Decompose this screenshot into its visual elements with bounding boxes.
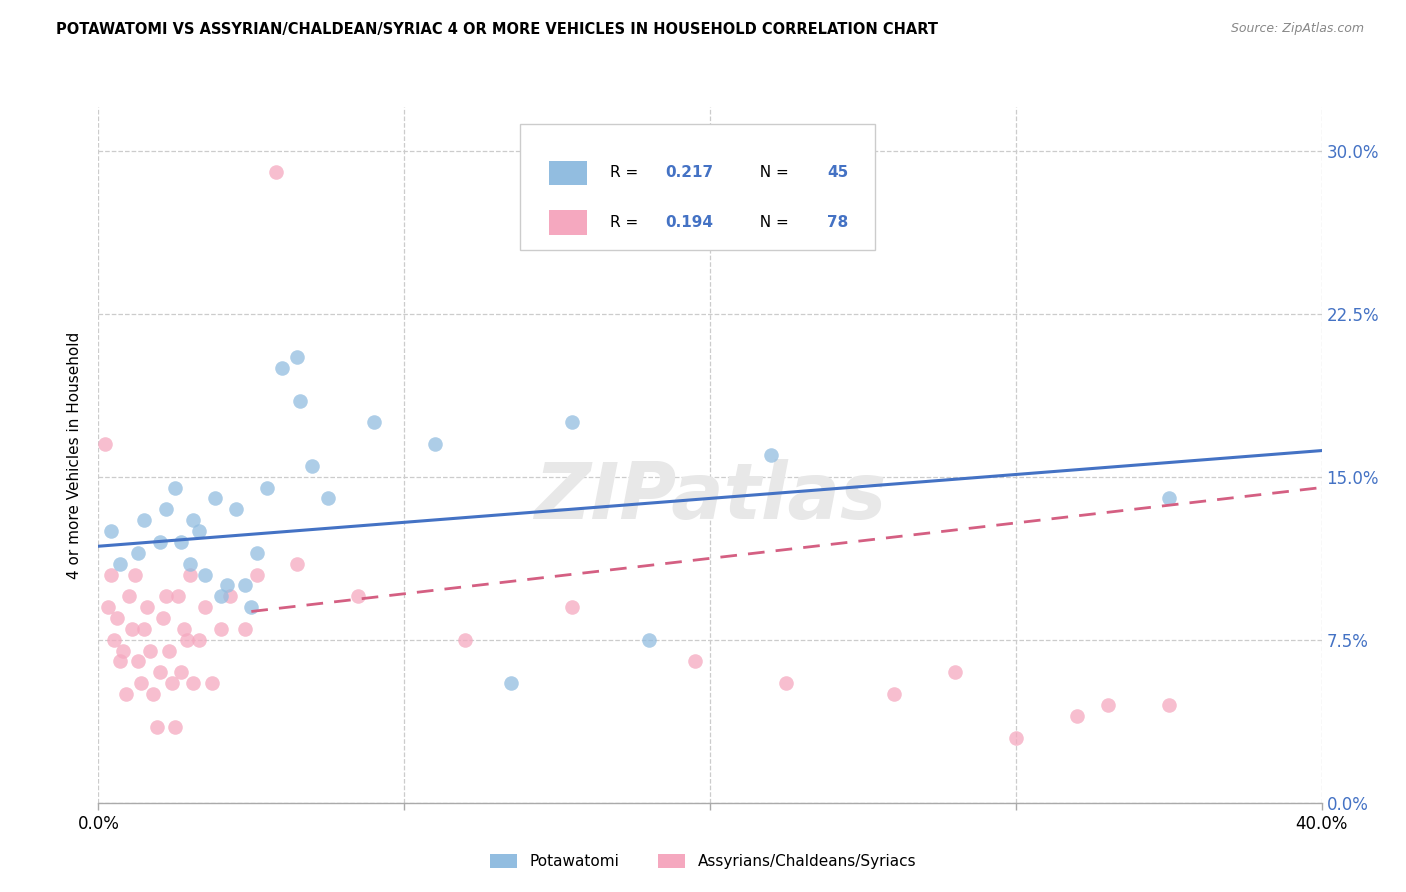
Point — [105, 611, 128, 625]
Point — [139, 643, 162, 657]
Point — [181, 676, 204, 690]
Point — [761, 448, 783, 462]
Point — [246, 546, 269, 560]
Point — [363, 415, 385, 429]
Point — [163, 481, 186, 495]
Point — [134, 513, 156, 527]
Point — [423, 437, 446, 451]
Point — [204, 491, 226, 506]
Bar — [548, 211, 588, 235]
Point — [1157, 698, 1180, 712]
Point — [121, 622, 143, 636]
Point — [194, 600, 217, 615]
Point — [683, 655, 706, 669]
Point — [100, 567, 122, 582]
Point — [233, 622, 256, 636]
Text: N =: N = — [751, 215, 794, 230]
Point — [142, 687, 165, 701]
Point — [118, 589, 141, 603]
Point — [256, 481, 278, 495]
FancyBboxPatch shape — [520, 124, 875, 250]
Point — [316, 491, 339, 506]
Text: 0.217: 0.217 — [665, 165, 713, 180]
Point — [188, 524, 211, 538]
Point — [301, 458, 323, 473]
Bar — [548, 161, 588, 185]
Point — [225, 502, 247, 516]
Point — [285, 557, 308, 571]
Text: 78: 78 — [828, 215, 849, 230]
Point — [155, 589, 177, 603]
Point — [1066, 708, 1088, 723]
Point — [149, 665, 172, 680]
Point — [129, 676, 152, 690]
Point — [173, 622, 195, 636]
Point — [194, 567, 217, 582]
Point — [561, 415, 583, 429]
Point — [347, 589, 370, 603]
Point — [179, 557, 201, 571]
Point — [501, 676, 523, 690]
Point — [1157, 491, 1180, 506]
Text: 45: 45 — [828, 165, 849, 180]
Point — [179, 567, 201, 582]
Text: ZIPatlas: ZIPatlas — [534, 458, 886, 534]
Point — [454, 632, 477, 647]
Point — [111, 643, 134, 657]
Point — [176, 632, 198, 647]
Point — [943, 665, 966, 680]
Text: Source: ZipAtlas.com: Source: ZipAtlas.com — [1230, 22, 1364, 36]
Point — [155, 502, 177, 516]
Point — [170, 665, 193, 680]
Point — [127, 546, 149, 560]
Point — [160, 676, 183, 690]
Point — [124, 567, 146, 582]
Text: POTAWATOMI VS ASSYRIAN/CHALDEAN/SYRIAC 4 OR MORE VEHICLES IN HOUSEHOLD CORRELATI: POTAWATOMI VS ASSYRIAN/CHALDEAN/SYRIAC 4… — [56, 22, 938, 37]
Point — [149, 535, 172, 549]
Y-axis label: 4 or more Vehicles in Household: 4 or more Vehicles in Household — [67, 331, 83, 579]
Point — [233, 578, 256, 592]
Point — [264, 165, 287, 179]
Point — [127, 655, 149, 669]
Point — [170, 535, 193, 549]
Point — [152, 611, 174, 625]
Text: R =: R = — [610, 215, 643, 230]
Point — [1097, 698, 1119, 712]
Point — [215, 578, 238, 592]
Point — [883, 687, 905, 701]
Point — [285, 350, 308, 364]
Point — [219, 589, 242, 603]
Point — [270, 360, 294, 375]
Point — [145, 720, 167, 734]
Text: N =: N = — [751, 165, 794, 180]
Legend: Potawatomi, Assyrians/Chaldeans/Syriacs: Potawatomi, Assyrians/Chaldeans/Syriacs — [484, 848, 922, 875]
Point — [97, 600, 120, 615]
Point — [240, 600, 263, 615]
Point — [209, 589, 232, 603]
Point — [167, 589, 190, 603]
Point — [1004, 731, 1026, 745]
Text: R =: R = — [610, 165, 643, 180]
Text: 0.194: 0.194 — [665, 215, 713, 230]
Point — [290, 393, 312, 408]
Point — [188, 632, 211, 647]
Point — [136, 600, 159, 615]
Point — [100, 524, 122, 538]
Point — [108, 557, 131, 571]
Point — [246, 567, 269, 582]
Point — [157, 643, 180, 657]
Point — [134, 622, 156, 636]
Point — [209, 622, 232, 636]
Point — [103, 632, 125, 647]
Point — [200, 676, 222, 690]
Point — [115, 687, 138, 701]
Point — [93, 437, 115, 451]
Point — [561, 600, 583, 615]
Point — [108, 655, 131, 669]
Point — [181, 513, 204, 527]
Point — [163, 720, 186, 734]
Point — [775, 676, 797, 690]
Point — [638, 632, 661, 647]
